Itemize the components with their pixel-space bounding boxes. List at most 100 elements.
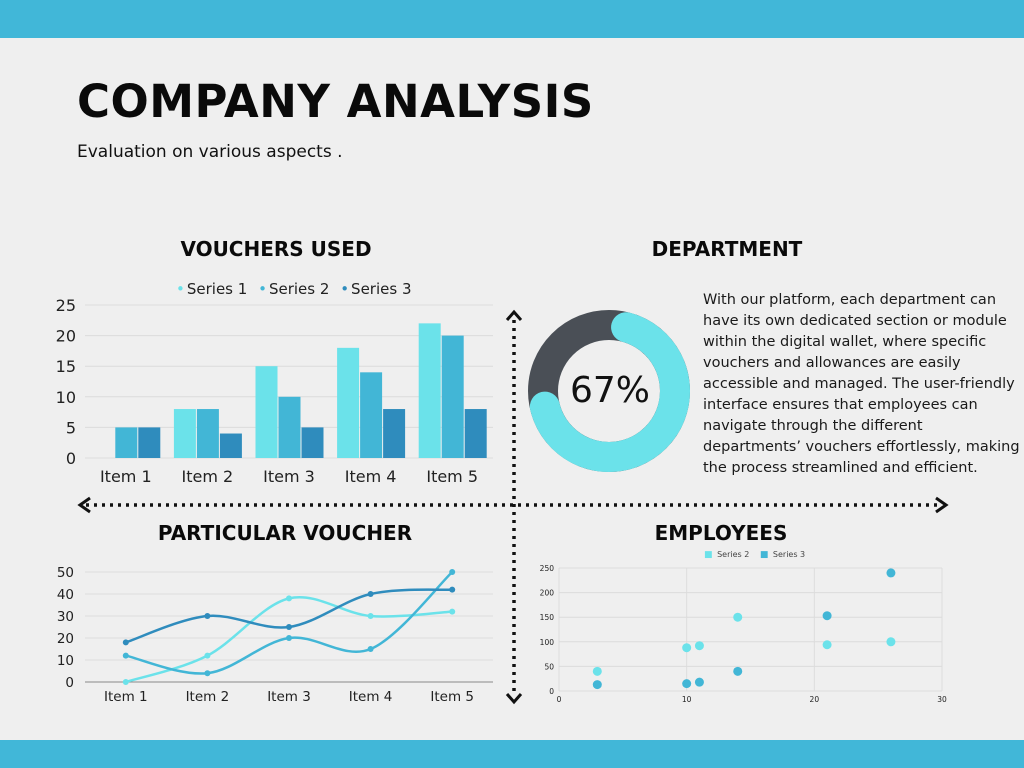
line-point-3-3 <box>286 624 292 630</box>
line-y-tick-label: 10 <box>57 653 74 669</box>
up-arrow-icon <box>505 309 523 321</box>
bar-chart-legend: • Series 1 • Series 2 • Series 3 <box>176 280 412 298</box>
scatter-point-1-2 <box>682 643 692 653</box>
bar-y-tick-label: 20 <box>56 327 76 346</box>
scatter-x-tick-label: 10 <box>682 695 692 704</box>
line-point-1-1 <box>122 679 129 685</box>
legend-label-scatter-series-3: Series 3 <box>772 550 806 559</box>
scatter-x-tick-label: 30 <box>937 695 947 704</box>
scatter-x-tick-label: 20 <box>810 695 820 704</box>
left-arrow-icon <box>77 496 91 514</box>
line-y-tick-label: 0 <box>65 675 74 691</box>
line-series-1 <box>125 595 453 684</box>
legend-item-scatter-series-3: ■ Series 3 <box>759 550 806 560</box>
line-y-tick-label: 30 <box>57 609 74 625</box>
bar-x-tick-label: Item 3 <box>263 467 315 486</box>
line-point-3-5 <box>449 586 456 593</box>
line-point-2-1 <box>122 652 129 659</box>
down-arrow-icon <box>505 693 523 705</box>
legend-item-series-3: • Series 3 <box>340 280 412 298</box>
scatter-y-tick-label: 0 <box>549 687 554 696</box>
line-series-3 <box>125 588 453 644</box>
line-point-1-3 <box>286 595 292 602</box>
scatter-point-2-2 <box>682 679 692 689</box>
line-x-tick-label: Item 4 <box>349 689 393 705</box>
scatter-y-tick-label: 50 <box>544 662 554 671</box>
scatter-point-2-3 <box>694 677 704 687</box>
bar-3-5 <box>464 409 487 458</box>
bar-3-4 <box>383 409 406 458</box>
bar-2-2 <box>196 409 219 458</box>
line-point-3-2 <box>204 613 211 619</box>
bar-2-4 <box>360 372 383 458</box>
scatter-point-1-3 <box>694 641 704 651</box>
line-y-tick-label: 40 <box>57 587 74 603</box>
scatter-point-1-5 <box>822 640 832 650</box>
line-point-1-2 <box>204 652 211 659</box>
scatter-point-1-1 <box>592 666 602 676</box>
bar-x-tick-label: Item 5 <box>426 467 478 486</box>
legend-label-series-2: Series 2 <box>268 280 330 298</box>
top-accent-band <box>0 0 1024 38</box>
employees-title: EMPLOYEES <box>654 521 788 545</box>
scatter-point-1-4 <box>733 612 743 622</box>
bar-1-5 <box>418 323 441 458</box>
bottom-accent-band <box>0 740 1024 768</box>
scatter-point-2-5 <box>822 611 832 621</box>
line-point-1-5 <box>449 608 456 615</box>
legend-label-series-1: Series 1 <box>186 280 248 298</box>
bar-1-3 <box>255 366 278 458</box>
line-x-tick-label: Item 5 <box>430 689 474 705</box>
legend-label-series-3: Series 3 <box>351 280 412 298</box>
scatter-x-tick-label: 0 <box>557 695 562 704</box>
line-point-1-4 <box>367 613 374 619</box>
bar-1-2 <box>173 409 196 458</box>
department-title: DEPARTMENT <box>651 237 803 261</box>
right-arrow-icon <box>935 496 949 514</box>
legend-label-scatter-series-2: Series 2 <box>717 550 750 559</box>
line-x-tick-label: Item 1 <box>104 689 148 705</box>
bar-y-tick-label: 25 <box>56 296 76 315</box>
particular-voucher-title: PARTICULAR VOUCHER <box>157 521 413 545</box>
bar-y-tick-label: 10 <box>56 388 76 407</box>
bar-y-tick-label: 5 <box>66 418 76 437</box>
line-point-2-3 <box>286 635 292 641</box>
line-point-2-4 <box>367 646 374 652</box>
scatter-y-tick-label: 100 <box>540 638 555 647</box>
bar-2-1 <box>115 427 138 458</box>
scatter-y-tick-label: 250 <box>540 564 555 573</box>
bar-x-tick-label: Item 2 <box>182 467 234 486</box>
scatter-legend: ■ Series 2 ■ Series 3 <box>704 550 805 560</box>
line-point-2-2 <box>204 670 211 677</box>
bar-3-1 <box>138 427 161 458</box>
scatter-point-2-6 <box>886 568 896 578</box>
bar-x-tick-label: Item 1 <box>100 467 152 486</box>
line-point-2-5 <box>449 569 456 575</box>
bar-3-2 <box>219 433 242 458</box>
bar-2-3 <box>278 396 301 458</box>
bar-y-tick-label: 15 <box>56 357 76 376</box>
line-y-tick-label: 20 <box>57 631 74 647</box>
bar-3-3 <box>301 427 324 458</box>
page-title: COMPANY ANALYSIS <box>77 75 594 128</box>
legend-item-series-1: • Series 1 <box>176 280 248 298</box>
line-x-tick-label: Item 2 <box>186 689 230 705</box>
bar-2-5 <box>441 335 464 458</box>
line-y-tick-label: 50 <box>57 565 74 581</box>
line-point-3-1 <box>122 639 129 646</box>
line-series-2 <box>125 571 454 675</box>
page-subtitle: Evaluation on various aspects . <box>77 142 343 162</box>
line-point-3-4 <box>367 591 374 597</box>
bar-y-tick-label: 0 <box>66 449 76 468</box>
department-description: With our platform, each department can h… <box>703 292 1020 476</box>
bar-x-tick-label: Item 4 <box>345 467 397 486</box>
legend-item-series-2: • Series 2 <box>258 280 330 298</box>
donut-percent-label: 67% <box>569 370 650 411</box>
scatter-point-2-4 <box>733 666 743 676</box>
vouchers-used-title: VOUCHERS USED <box>180 237 372 261</box>
legend-item-scatter-series-2: ■ Series 2 <box>704 550 750 560</box>
scatter-point-2-1 <box>592 680 602 690</box>
scatter-point-1-6 <box>886 637 896 647</box>
line-x-tick-label: Item 3 <box>267 689 311 705</box>
bar-1-4 <box>337 347 360 458</box>
